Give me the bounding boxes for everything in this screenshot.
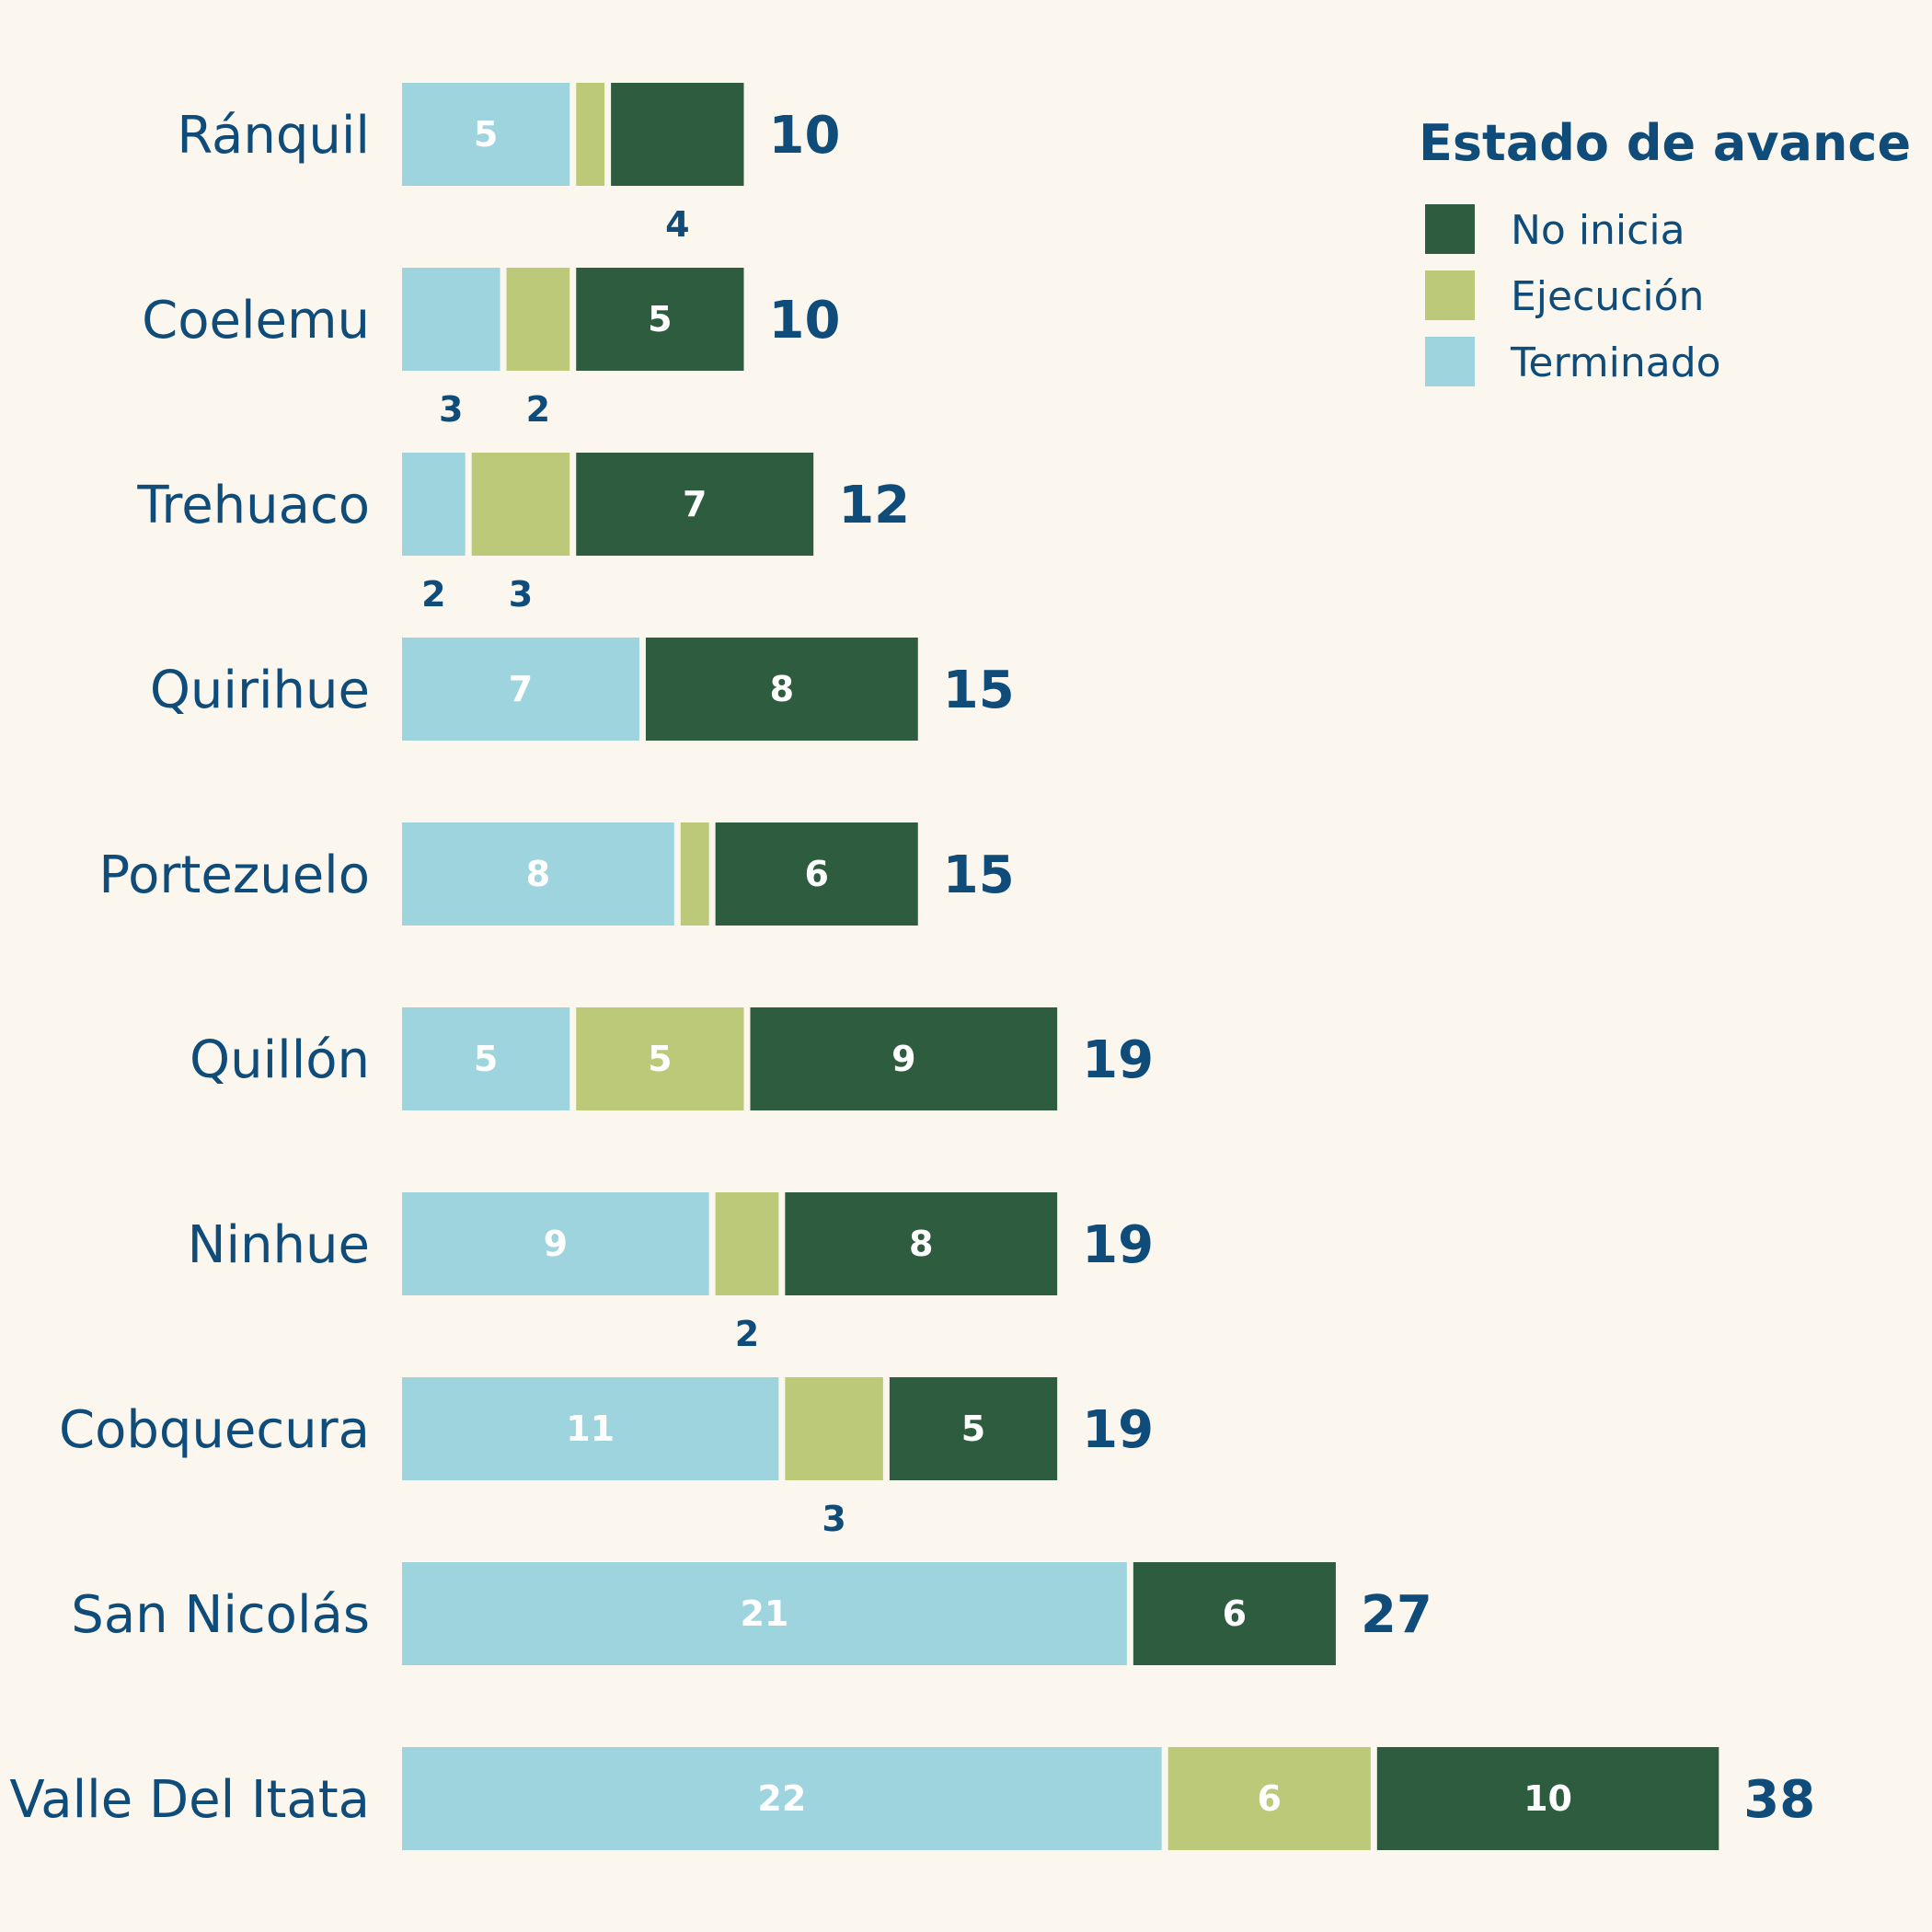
total-label: 15 <box>943 845 1015 905</box>
total-label: 10 <box>769 106 841 166</box>
bar-segment-noinicia <box>750 1007 1058 1110</box>
category-label: Cobquecura <box>59 1400 370 1460</box>
data-label: 7 <box>509 669 533 709</box>
category-label: Portezuelo <box>98 845 370 905</box>
bar-segment-terminado <box>402 822 674 926</box>
data-label: 8 <box>909 1224 933 1264</box>
legend-title: Estado de avance <box>1419 114 1911 172</box>
total-label: 15 <box>943 661 1015 720</box>
total-label: 10 <box>769 291 841 351</box>
bar-segment-noinicia <box>576 453 814 556</box>
bar-segment-noinicia <box>1133 1562 1336 1665</box>
legend-swatch-terminado <box>1425 337 1475 386</box>
total-label: 19 <box>1082 1215 1154 1275</box>
data-label: 7 <box>683 484 707 524</box>
bar-segment-terminado <box>402 1377 779 1480</box>
total-label: 12 <box>838 476 910 535</box>
category-label: Trehuaco <box>136 476 370 535</box>
bar-segment-ejecucin <box>471 453 570 556</box>
bar-segment-noinicia <box>715 822 918 926</box>
data-label: 8 <box>526 854 550 894</box>
bar-segment-ejecucin <box>715 1192 779 1295</box>
total-label: 19 <box>1082 1030 1154 1090</box>
data-label: 6 <box>1258 1778 1282 1819</box>
bar-segment-ejecucin <box>576 1007 744 1110</box>
data-label: 5 <box>474 114 498 155</box>
bar-segment-noinicia <box>611 83 744 186</box>
category-label: San Nicolás <box>71 1585 370 1645</box>
bar-segment-ejecucin <box>1167 1747 1371 1850</box>
total-label: 19 <box>1082 1400 1154 1460</box>
legend: Estado de avance No inicia Ejecución Ter… <box>1419 114 1911 386</box>
category-label: Quillón <box>190 1030 370 1090</box>
data-label: 11 <box>566 1409 615 1449</box>
bar-segment-ejecucin <box>506 268 570 371</box>
bar-segment-noinicia <box>645 638 918 741</box>
bar-segment-terminado <box>402 268 500 371</box>
data-label: 8 <box>770 669 794 709</box>
data-label: 3 <box>509 574 533 615</box>
legend-item-no-inicia: No inicia <box>1511 207 1685 254</box>
data-label: 9 <box>891 1039 915 1079</box>
category-label: Ránquil <box>177 106 370 166</box>
data-label: 3 <box>439 389 463 430</box>
data-label: 6 <box>1223 1593 1247 1634</box>
bar-segment-noinicia <box>576 268 744 371</box>
bar-segment-ejecucin <box>680 822 709 926</box>
bar-segment-ejecucin <box>785 1377 883 1480</box>
data-label: 2 <box>421 574 445 615</box>
data-label: 21 <box>740 1593 788 1634</box>
bar-segment-terminado <box>402 1747 1162 1850</box>
data-label: 5 <box>648 1039 672 1079</box>
bar-segment-ejecucin <box>576 83 605 186</box>
data-label: 5 <box>648 299 672 339</box>
bar-segment-terminado <box>402 453 466 556</box>
category-label: Quirihue <box>150 661 370 720</box>
data-label: 9 <box>544 1224 568 1264</box>
bars-layer: Ránquil 5 4 10 Coelemu 3 2 5 10 Trehuaco 2 3 7 12 Quir… <box>9 83 1815 1850</box>
total-label: 27 <box>1361 1585 1432 1645</box>
bar-segment-noinicia <box>1376 1747 1719 1850</box>
data-label: 4 <box>665 204 689 245</box>
legend-item-ejecucion: Ejecución <box>1511 273 1704 320</box>
bar-segment-noinicia <box>889 1377 1058 1480</box>
data-label: 3 <box>822 1499 845 1539</box>
category-label: Coelemu <box>142 291 370 351</box>
data-label: 2 <box>735 1314 759 1354</box>
total-label: 38 <box>1743 1770 1815 1830</box>
category-label: Valle Del Itata <box>9 1770 370 1830</box>
data-label: 5 <box>961 1409 985 1449</box>
legend-swatch-no-inicia <box>1425 204 1475 254</box>
data-label: 10 <box>1524 1778 1572 1819</box>
bar-segment-terminado <box>402 1007 570 1110</box>
bar-segment-terminado <box>402 638 639 741</box>
category-label: Ninhue <box>188 1215 370 1275</box>
bar-segment-terminado <box>402 1562 1127 1665</box>
bar-segment-noinicia <box>785 1192 1058 1295</box>
data-label: 6 <box>804 854 828 894</box>
legend-swatch-ejecucion <box>1425 270 1475 320</box>
bar-segment-terminado <box>402 1192 709 1295</box>
data-label: 2 <box>526 389 550 430</box>
data-label: 5 <box>474 1039 498 1079</box>
bar-segment-terminado <box>402 83 570 186</box>
data-label: 22 <box>757 1778 806 1819</box>
legend-item-terminado: Terminado <box>1510 339 1721 386</box>
